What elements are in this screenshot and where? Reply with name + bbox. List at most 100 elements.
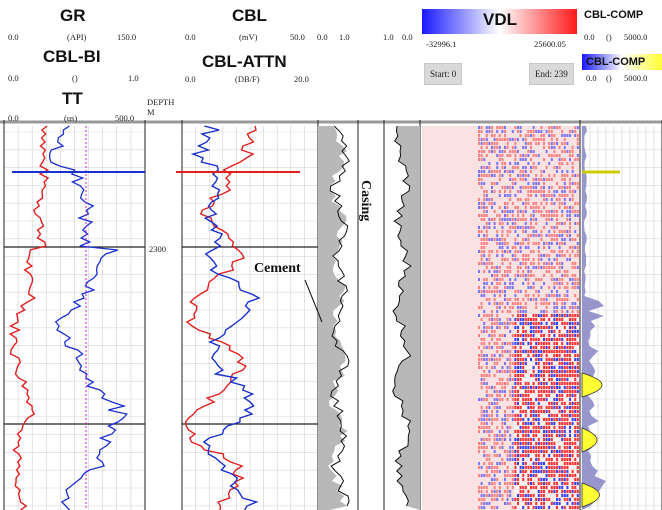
vdl-wave-cell xyxy=(496,302,499,305)
vdl-wave-cell xyxy=(530,186,532,189)
vdl-wave-cell xyxy=(496,450,499,453)
vdl-wave-cell xyxy=(504,478,506,481)
vdl-wave-cell xyxy=(561,390,564,393)
vdl-wave-cell xyxy=(537,278,540,281)
vdl-wave-cell xyxy=(511,438,514,441)
vdl-wave-cell xyxy=(548,294,551,297)
vdl-wave-cell xyxy=(511,462,514,465)
vdl-wave-cell xyxy=(553,222,556,225)
vdl-wave-cell xyxy=(535,334,538,337)
vdl-wave-cell xyxy=(522,254,525,257)
vdl-wave-cell xyxy=(488,382,491,385)
vdl-wave-cell xyxy=(527,130,530,133)
vdl-wave-cell xyxy=(574,202,577,205)
vdl-wave-cell xyxy=(514,154,517,157)
vdl-wave-cell xyxy=(532,398,535,401)
vdl-wave-cell xyxy=(522,194,525,197)
vdl-wave-cell xyxy=(506,246,509,249)
vdl-wave-cell xyxy=(540,354,543,357)
vdl-wave-cell xyxy=(553,234,556,237)
vdl-wave-cell xyxy=(519,302,522,305)
vdl-wave-cell xyxy=(485,362,488,365)
vdl-wave-cell xyxy=(524,302,527,305)
vdl-wave-cell xyxy=(517,498,519,501)
vdl-wave-cell xyxy=(519,170,522,173)
vdl-wave-cell xyxy=(522,446,525,449)
vdl-wave-cell xyxy=(514,178,517,181)
vdl-wave-cell xyxy=(478,410,480,413)
vdl-wave-cell xyxy=(556,494,558,497)
vdl-wave-cell xyxy=(491,182,493,185)
vdl-wave-cell xyxy=(571,266,574,269)
vdl-wave-cell xyxy=(501,390,504,393)
vdl-wave-cell xyxy=(506,434,509,437)
vdl-wave-cell xyxy=(563,446,566,449)
vdl-wave-cell xyxy=(522,318,525,321)
vdl-wave-cell xyxy=(550,222,553,225)
vdl-wave-cell xyxy=(501,370,504,373)
vdl-wave-cell xyxy=(491,298,493,301)
vdl-wave-cell xyxy=(545,486,548,489)
vdl-wave-cell xyxy=(553,502,556,505)
vdl-wave-cell xyxy=(556,486,558,489)
vdl-wave-cell xyxy=(493,482,496,485)
vdl-wave-cell xyxy=(571,342,574,345)
vdl-wave-cell xyxy=(501,474,504,477)
vdl-wave-cell xyxy=(569,174,571,177)
vdl-wave-cell xyxy=(550,158,553,161)
vdl-wave-cell xyxy=(558,162,561,165)
vdl-wave-cell xyxy=(535,394,538,397)
vdl-wave-cell xyxy=(480,222,483,225)
vdl-wave-cell xyxy=(566,502,569,505)
vdl-start-button[interactable]: Start: 0 xyxy=(424,63,463,85)
vdl-wave-cell xyxy=(501,430,504,433)
vdl-wave-cell xyxy=(504,490,506,493)
vdl-wave-cell xyxy=(522,386,525,389)
vdl-wave-cell xyxy=(527,158,530,161)
vdl-wave-cell xyxy=(496,318,499,321)
vdl-wave-cell xyxy=(532,198,535,201)
vdl-wave-cell xyxy=(493,214,496,217)
vdl-wave-cell xyxy=(501,178,504,181)
vdl-wave-cell xyxy=(483,142,486,145)
vdl-wave-cell xyxy=(543,330,545,333)
vdl-wave-cell xyxy=(548,390,551,393)
vdl-wave-cell xyxy=(506,306,509,309)
vdl-wave-cell xyxy=(496,290,499,293)
vdl-wave-cell xyxy=(535,474,538,477)
vdl-wave-cell xyxy=(488,146,491,149)
vdl-wave-cell xyxy=(569,434,571,437)
vdl-wave-cell xyxy=(569,282,571,285)
vdl-end-button[interactable]: End: 239 xyxy=(529,63,574,85)
vdl-wave-cell xyxy=(509,410,512,413)
vdl-wave-cell xyxy=(569,266,571,269)
vdl-wave-cell xyxy=(498,302,501,305)
vdl-color-scale xyxy=(422,9,577,34)
vdl-wave-cell xyxy=(514,386,517,389)
vdl-wave-cell xyxy=(519,426,522,429)
vdl-wave-cell xyxy=(566,326,569,329)
vdl-wave-cell xyxy=(566,322,569,325)
vdl-wave-cell xyxy=(543,302,545,305)
vdl-wave-cell xyxy=(553,346,556,349)
vdl-wave-cell xyxy=(545,134,548,137)
vdl-wave-cell xyxy=(576,218,579,221)
vdl-wave-cell xyxy=(556,350,558,353)
vdl-wave-cell xyxy=(498,458,501,461)
vdl-wave-cell xyxy=(550,358,553,361)
vdl-wave-cell xyxy=(561,282,564,285)
vdl-wave-cell xyxy=(483,162,486,165)
vdl-wave-cell xyxy=(574,362,577,365)
vdl-wave-cell xyxy=(532,442,535,445)
vdl-wave-cell xyxy=(517,422,519,425)
vdl-wave-cell xyxy=(480,230,483,233)
vdl-wave-cell xyxy=(558,290,561,293)
vdl-wave-cell xyxy=(478,318,480,321)
vdl-wave-cell xyxy=(519,210,522,213)
vdl-wave-cell xyxy=(569,358,571,361)
vdl-wave-cell xyxy=(485,178,488,181)
vdl-wave-cell xyxy=(556,482,558,485)
vdl-wave-cell xyxy=(483,466,486,469)
vdl-wave-cell xyxy=(485,338,488,341)
vdl-wave-cell xyxy=(543,454,545,457)
